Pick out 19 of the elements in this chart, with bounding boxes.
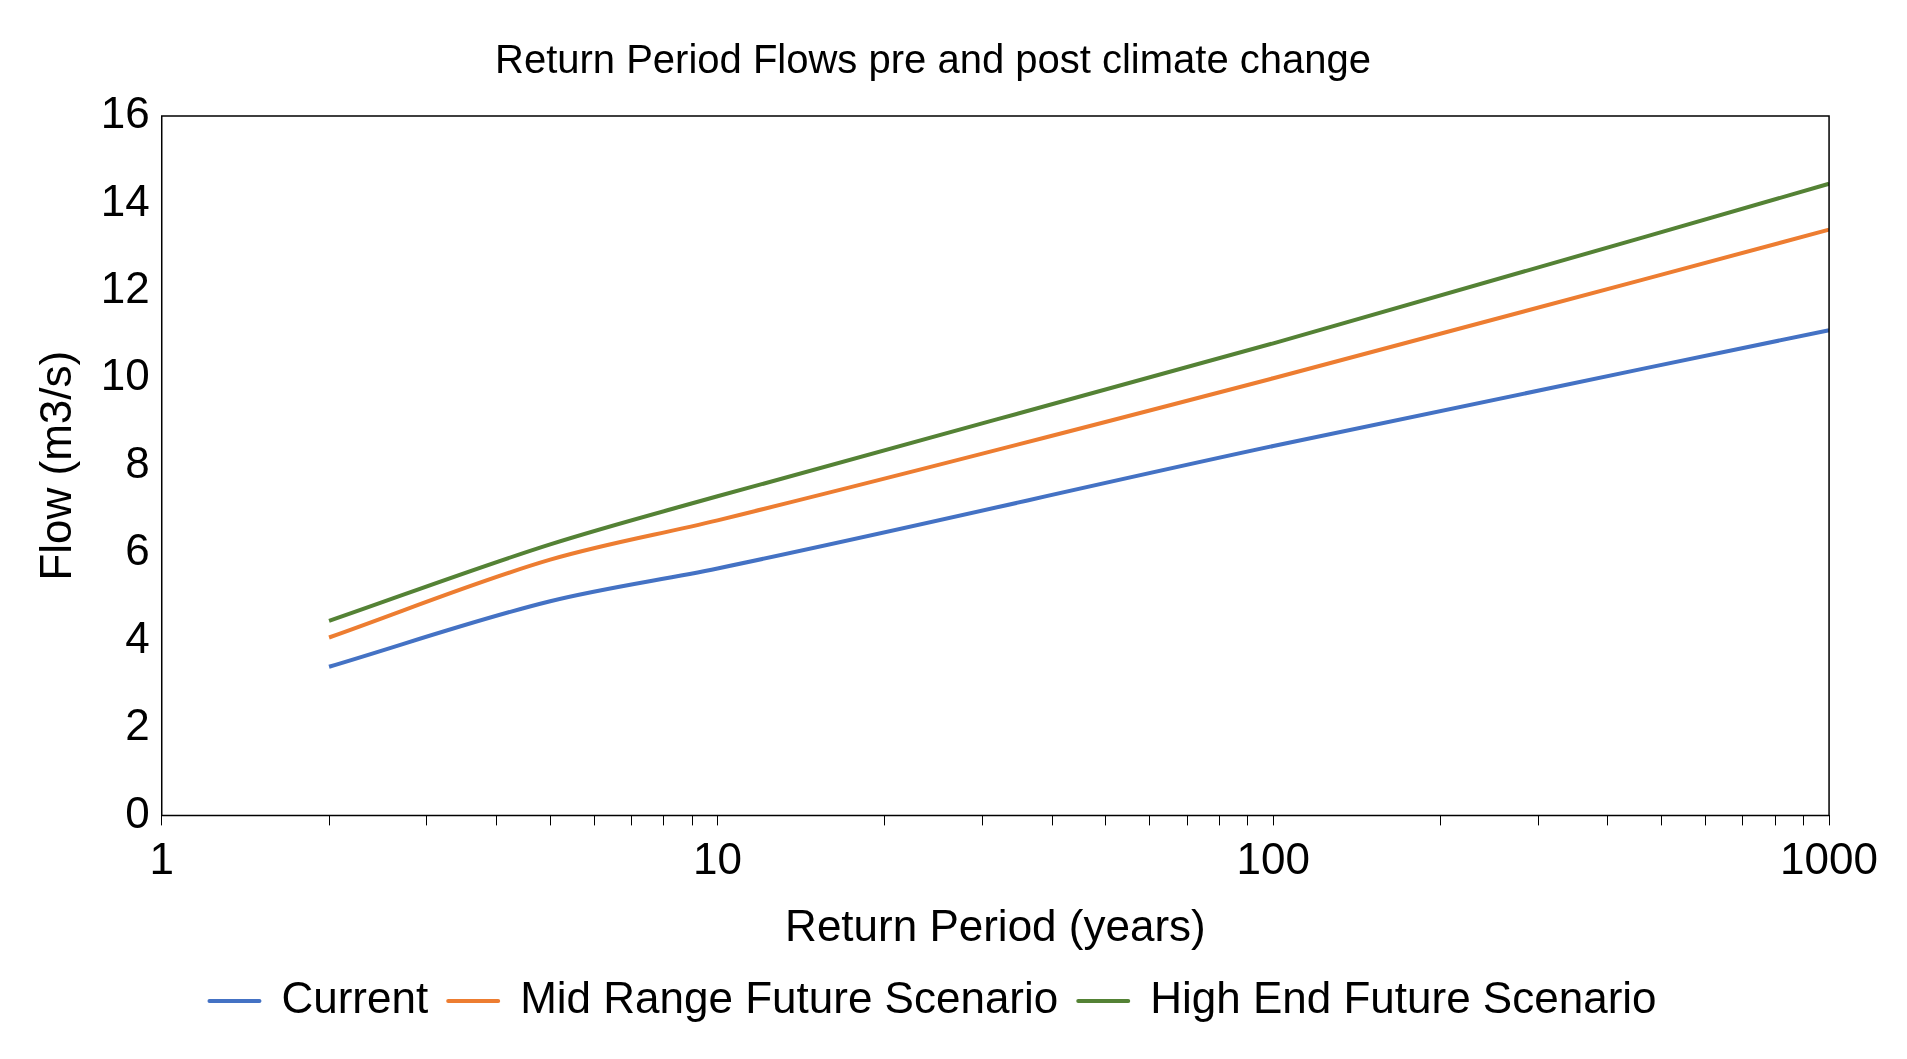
y-tick-label: 16 (100, 88, 150, 138)
y-tick-label: 10 (100, 350, 150, 400)
y-tick-label: 4 (125, 612, 150, 662)
y-tick-label: 0 (125, 787, 150, 837)
y-tick-label: 6 (125, 525, 150, 575)
x-tick-label: 1000 (1780, 833, 1878, 883)
legend-label: Current (281, 973, 429, 1023)
y-tick-label: 2 (125, 700, 150, 750)
x-axis-title: Return Period (years) (785, 900, 1206, 950)
x-tick-label: 100 (1236, 833, 1310, 883)
y-tick-label: 8 (125, 437, 150, 487)
x-tick-label: 10 (693, 833, 742, 883)
y-tick-label: 12 (100, 262, 150, 312)
legend-label: Mid Range Future Scenario (520, 973, 1059, 1023)
chart-title: Return Period Flows pre and post climate change (494, 37, 1372, 82)
y-axis-title: Flow (m3/s) (30, 350, 80, 581)
legend-label: High End Future Scenario (1150, 973, 1657, 1023)
x-tick-label: 1 (149, 833, 174, 883)
y-tick-label: 14 (100, 175, 150, 225)
